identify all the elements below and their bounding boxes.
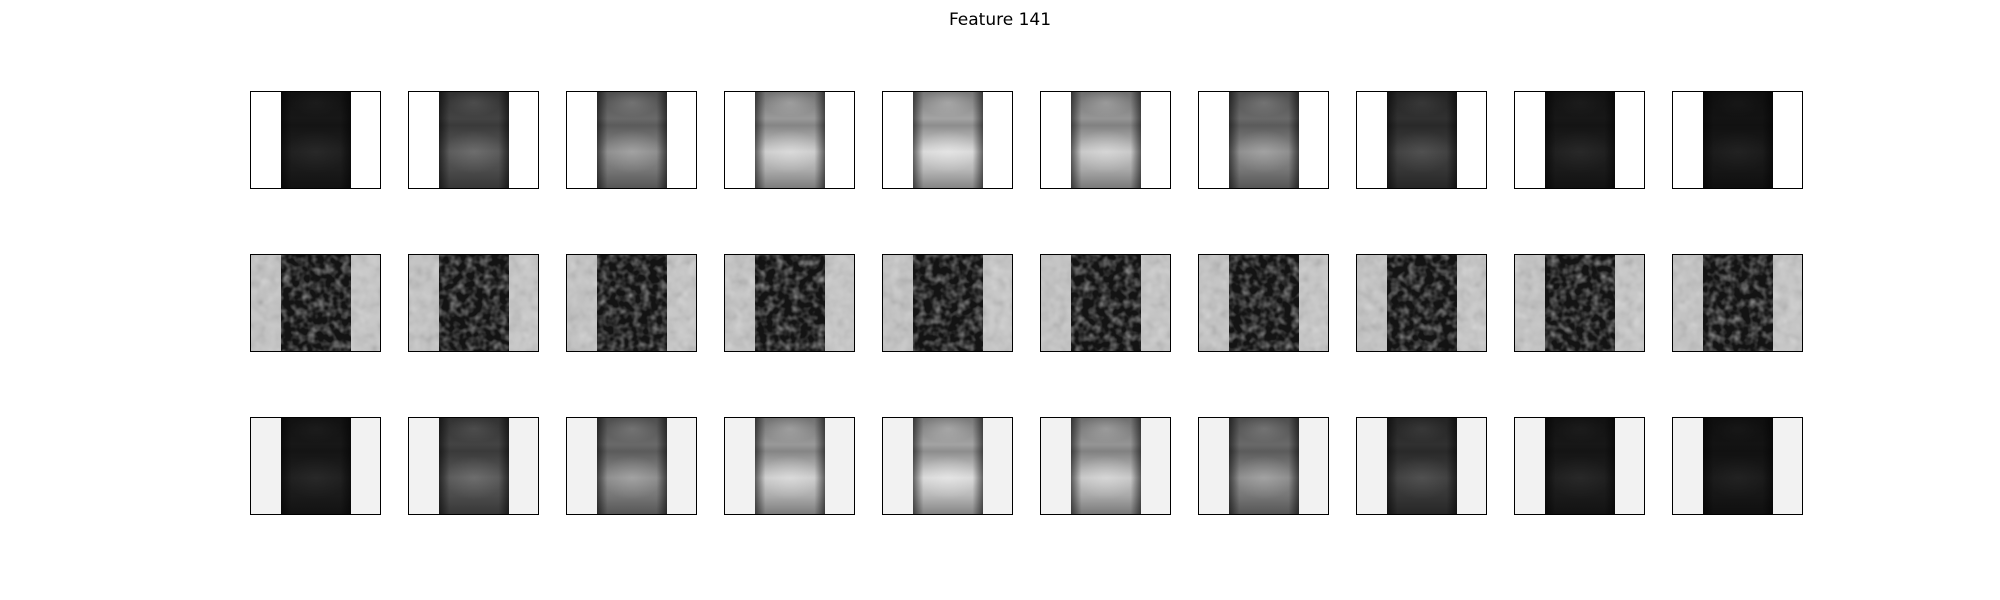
panel-bottom-5	[882, 414, 1013, 515]
panel-bottom-6	[1040, 414, 1171, 515]
panel-middle-1	[250, 254, 381, 352]
panel-middle-5	[882, 254, 1013, 352]
panel-top-10	[1672, 88, 1803, 189]
panel-bottom-10	[1672, 414, 1803, 515]
panel-top-5	[882, 88, 1013, 189]
panel-middle-3	[566, 254, 697, 352]
panel-bottom-8	[1356, 414, 1487, 515]
panel-top-1	[250, 88, 381, 189]
panel-middle-2	[408, 254, 539, 352]
panel-middle-7	[1198, 254, 1329, 352]
panel-top-4	[724, 88, 855, 189]
panel-middle-10	[1672, 254, 1803, 352]
panel-bottom-2	[408, 414, 539, 515]
figure-title: Feature 141	[948, 10, 1052, 30]
panel-middle-6	[1040, 254, 1171, 352]
panel-bottom-4	[724, 414, 855, 515]
panel-middle-8	[1356, 254, 1487, 352]
panel-bottom-9	[1514, 414, 1645, 515]
panel-bottom-1	[250, 414, 381, 515]
panel-top-8	[1356, 88, 1487, 189]
panel-top-9	[1514, 88, 1645, 189]
panel-bottom-7	[1198, 414, 1329, 515]
panel-middle-4	[724, 254, 855, 352]
panel-top-2	[408, 88, 539, 189]
panel-top-6	[1040, 88, 1171, 189]
panel-top-7	[1198, 88, 1329, 189]
panel-top-3	[566, 88, 697, 189]
panel-bottom-3	[566, 414, 697, 515]
panel-middle-9	[1514, 254, 1645, 352]
